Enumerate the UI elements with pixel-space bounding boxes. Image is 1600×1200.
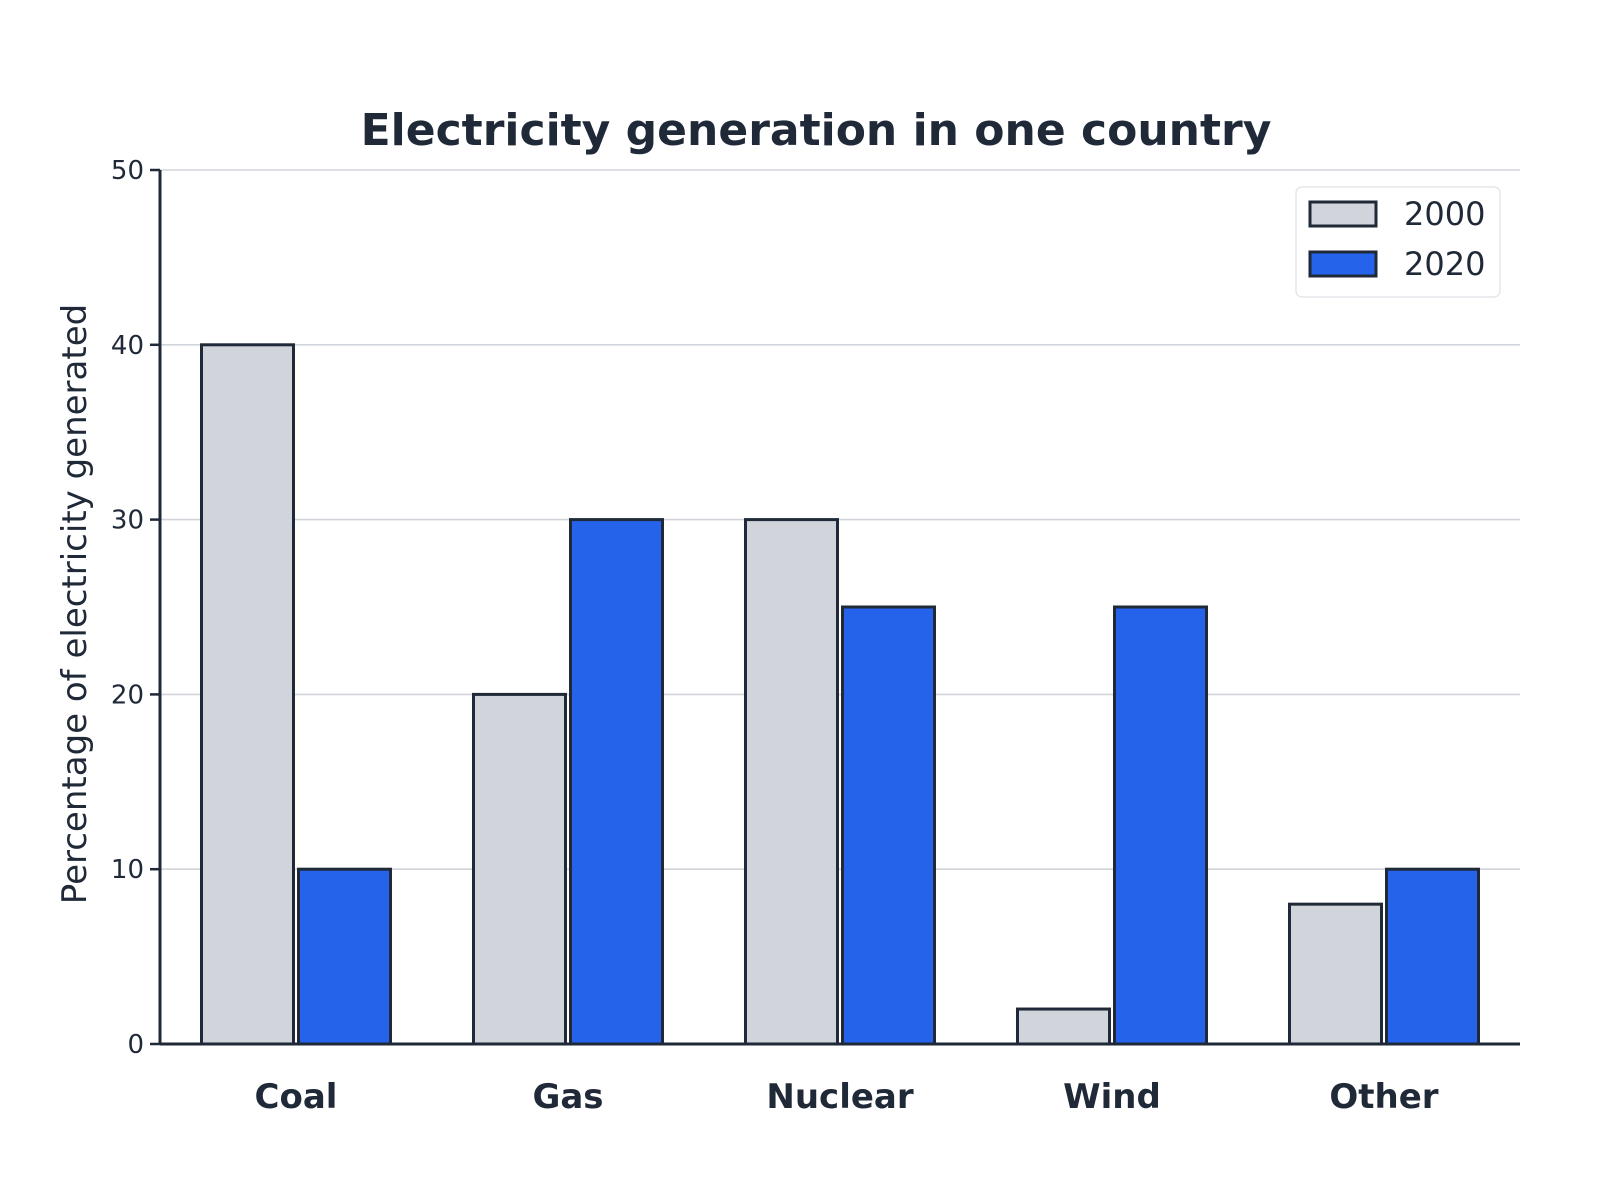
bar-coal-2000 [200, 343, 295, 1046]
x-tick-label: Coal [255, 1077, 338, 1117]
x-tick-label: Gas [532, 1077, 603, 1117]
x-tick-label: Wind [1063, 1077, 1161, 1117]
y-tick-label: 30 [111, 506, 144, 536]
chart-title: Electricity generation in one country [361, 105, 1272, 156]
y-tick-label: 0 [127, 1030, 144, 1060]
x-tick-label: Other [1329, 1077, 1438, 1117]
bars [200, 343, 1480, 1046]
legend-label: 2020 [1404, 245, 1485, 283]
y-tick-label: 10 [111, 855, 144, 885]
legend: 2000 2020 [1295, 186, 1501, 298]
x-tick-label: Nuclear [766, 1077, 913, 1117]
y-tick-label: 40 [111, 331, 144, 361]
legend-swatch-2020 [1308, 250, 1378, 278]
y-tick-label: 20 [111, 680, 144, 710]
bar-nuclear-2020 [841, 605, 936, 1046]
bar-other-2000 [1288, 902, 1383, 1046]
bar-nuclear-2000 [744, 518, 839, 1046]
bar-coal-2020 [297, 867, 392, 1046]
tick-labels: 0 10 20 30 40 50 Coal Gas Nuclear Wind Other [111, 156, 1439, 1117]
y-tick-label: 50 [111, 156, 144, 186]
y-axis-title: Percentage of electricity generated [55, 304, 95, 904]
axes [158, 170, 1520, 1046]
bar-wind-2000 [1016, 1007, 1111, 1046]
legend-label: 2000 [1404, 195, 1485, 233]
legend-swatch-2000 [1308, 200, 1378, 228]
bar-other-2020 [1385, 867, 1480, 1046]
bar-gas-2000 [472, 692, 567, 1046]
bar-wind-2020 [1113, 605, 1208, 1046]
bar-gas-2020 [569, 518, 664, 1046]
